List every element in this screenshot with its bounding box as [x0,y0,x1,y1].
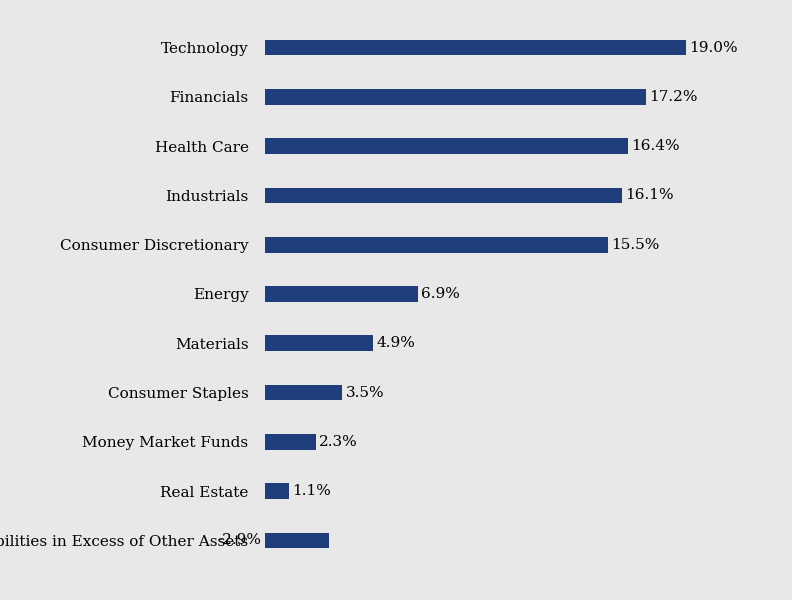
Bar [265,533,329,548]
Bar [265,434,315,450]
Bar [265,483,289,499]
Bar [265,138,628,154]
Text: 16.1%: 16.1% [625,188,673,202]
Text: 19.0%: 19.0% [689,41,738,55]
Text: 1.1%: 1.1% [292,484,331,498]
Text: 15.5%: 15.5% [611,238,660,252]
Bar [265,89,646,105]
Text: 17.2%: 17.2% [649,90,698,104]
Bar [265,188,622,203]
Text: 6.9%: 6.9% [421,287,459,301]
Text: -2.9%: -2.9% [217,533,261,547]
Text: 3.5%: 3.5% [345,386,384,400]
Bar [265,286,417,302]
Bar [265,40,686,55]
Text: 16.4%: 16.4% [631,139,680,153]
Bar [265,385,342,400]
Text: 2.3%: 2.3% [319,435,358,449]
Bar [265,237,608,253]
Bar [265,335,373,351]
Text: 4.9%: 4.9% [376,336,415,350]
